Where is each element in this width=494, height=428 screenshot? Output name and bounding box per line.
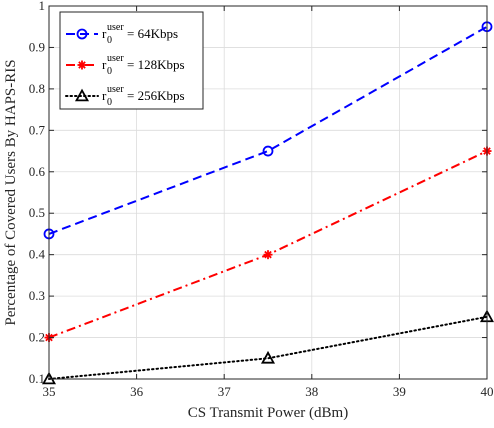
marker-stroke [78, 61, 86, 69]
series-3-point [41, 371, 57, 385]
legend-label-subscript: 0 [107, 35, 112, 46]
y-tick-label: 0.6 [29, 164, 46, 179]
legend-label-base: r [102, 88, 107, 103]
legend-label-value: = 64Kbps [127, 26, 178, 41]
legend-marker [77, 60, 87, 70]
y-tick-label: 0.1 [29, 371, 45, 386]
legend-item: r 0 user = 64Kbps [66, 22, 178, 46]
y-tick-label: 0.2 [29, 330, 45, 345]
y-tick-label: 1 [39, 0, 46, 13]
legend-label-superscript: user [107, 84, 124, 95]
y-axis-label: Percentage of Covered Users By HAPS-RIS [3, 59, 19, 325]
marker-stroke [264, 250, 272, 259]
legend-label-superscript: user [107, 53, 124, 64]
series-1-line [48, 25, 488, 235]
x-tick-label: 40 [481, 384, 494, 399]
legend-item: r 0 user = 256Kbps [65, 84, 185, 108]
legend-label-value: = 256Kbps [127, 88, 185, 103]
series-3-point [260, 350, 276, 364]
series-3-line [48, 315, 488, 380]
y-tick-label: 0.8 [29, 81, 45, 96]
x-axis-label: CS Transmit Power (dBm) [188, 405, 348, 421]
plot-frame [48, 5, 488, 380]
series-2-point [263, 250, 273, 260]
x-tick-label: 39 [393, 384, 406, 399]
legend-label-subscript: 0 [107, 97, 112, 108]
legend-label-base: r [102, 57, 107, 72]
x-tick-label: 35 [43, 384, 56, 399]
legend-marker [76, 28, 88, 40]
legend-item: r 0 user = 128Kbps [66, 53, 185, 77]
legend-label-base: r [102, 26, 107, 41]
x-tick-label: 37 [218, 384, 232, 399]
axis-ticks: 35 36 37 38 39 40 0.1 0.2 0.3 0.4 0.5 0.6 0.7 0.8 0.9 1 [29, 0, 494, 399]
y-tick-label: 0.9 [29, 39, 45, 54]
series-1-point [262, 145, 274, 157]
x-tick-label: 38 [305, 384, 318, 399]
y-tick-label: 0.5 [29, 205, 45, 220]
y-tick-label: 0.7 [29, 122, 46, 137]
y-tick-label: 0.3 [29, 288, 45, 303]
y-tick-label: 0.4 [29, 247, 46, 262]
legend-label-subscript: 0 [107, 66, 112, 77]
x-tick-label: 36 [130, 384, 144, 399]
legend-marker [74, 88, 90, 102]
legend-label-value: = 128Kbps [127, 57, 185, 72]
legend-label-superscript: user [107, 22, 124, 33]
